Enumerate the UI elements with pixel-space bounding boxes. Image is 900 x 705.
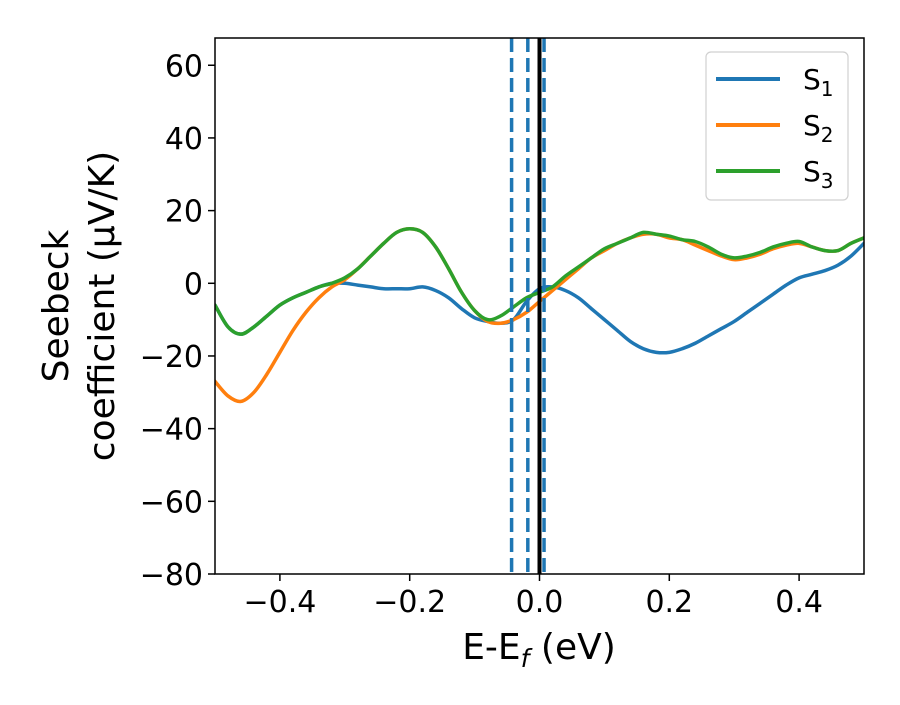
reference-lines	[509, 38, 546, 574]
legend-label-s1: S1	[803, 63, 834, 101]
x-tick-label: 0.2	[645, 585, 693, 620]
legend-label-s2: S2	[803, 109, 834, 147]
y-tick-label: 20	[165, 195, 203, 230]
y-tick-label: −40	[140, 413, 203, 448]
x-tick-label: 0.0	[516, 585, 564, 620]
x-axis-label: E-Ef (eV)	[462, 627, 616, 673]
y-tick-label: 40	[165, 122, 203, 157]
y-axis-label: Seebeck coefficient (μV/K)	[36, 151, 123, 461]
y-tick-label: −60	[140, 485, 203, 520]
x-tick-label: −0.4	[243, 585, 316, 620]
x-tick-label: 0.4	[775, 585, 823, 620]
y-axis-label-line1: Seebeck	[36, 229, 77, 382]
x-axis-ticks: −0.4 −0.2 0.0 0.2 0.4	[243, 574, 823, 620]
legend-label-s3: S3	[803, 155, 834, 193]
legend: S1 S2 S3	[705, 51, 849, 201]
x-tick-label: −0.2	[373, 585, 446, 620]
y-tick-label: −20	[140, 340, 203, 375]
y-tick-label: 0	[184, 267, 203, 302]
y-axis-label-line2: coefficient (μV/K)	[82, 151, 123, 461]
y-tick-label: 60	[165, 49, 203, 84]
y-axis-ticks: −80 −60 −40 −20 0 20 40 60	[140, 49, 215, 593]
y-tick-label: −80	[140, 558, 203, 593]
